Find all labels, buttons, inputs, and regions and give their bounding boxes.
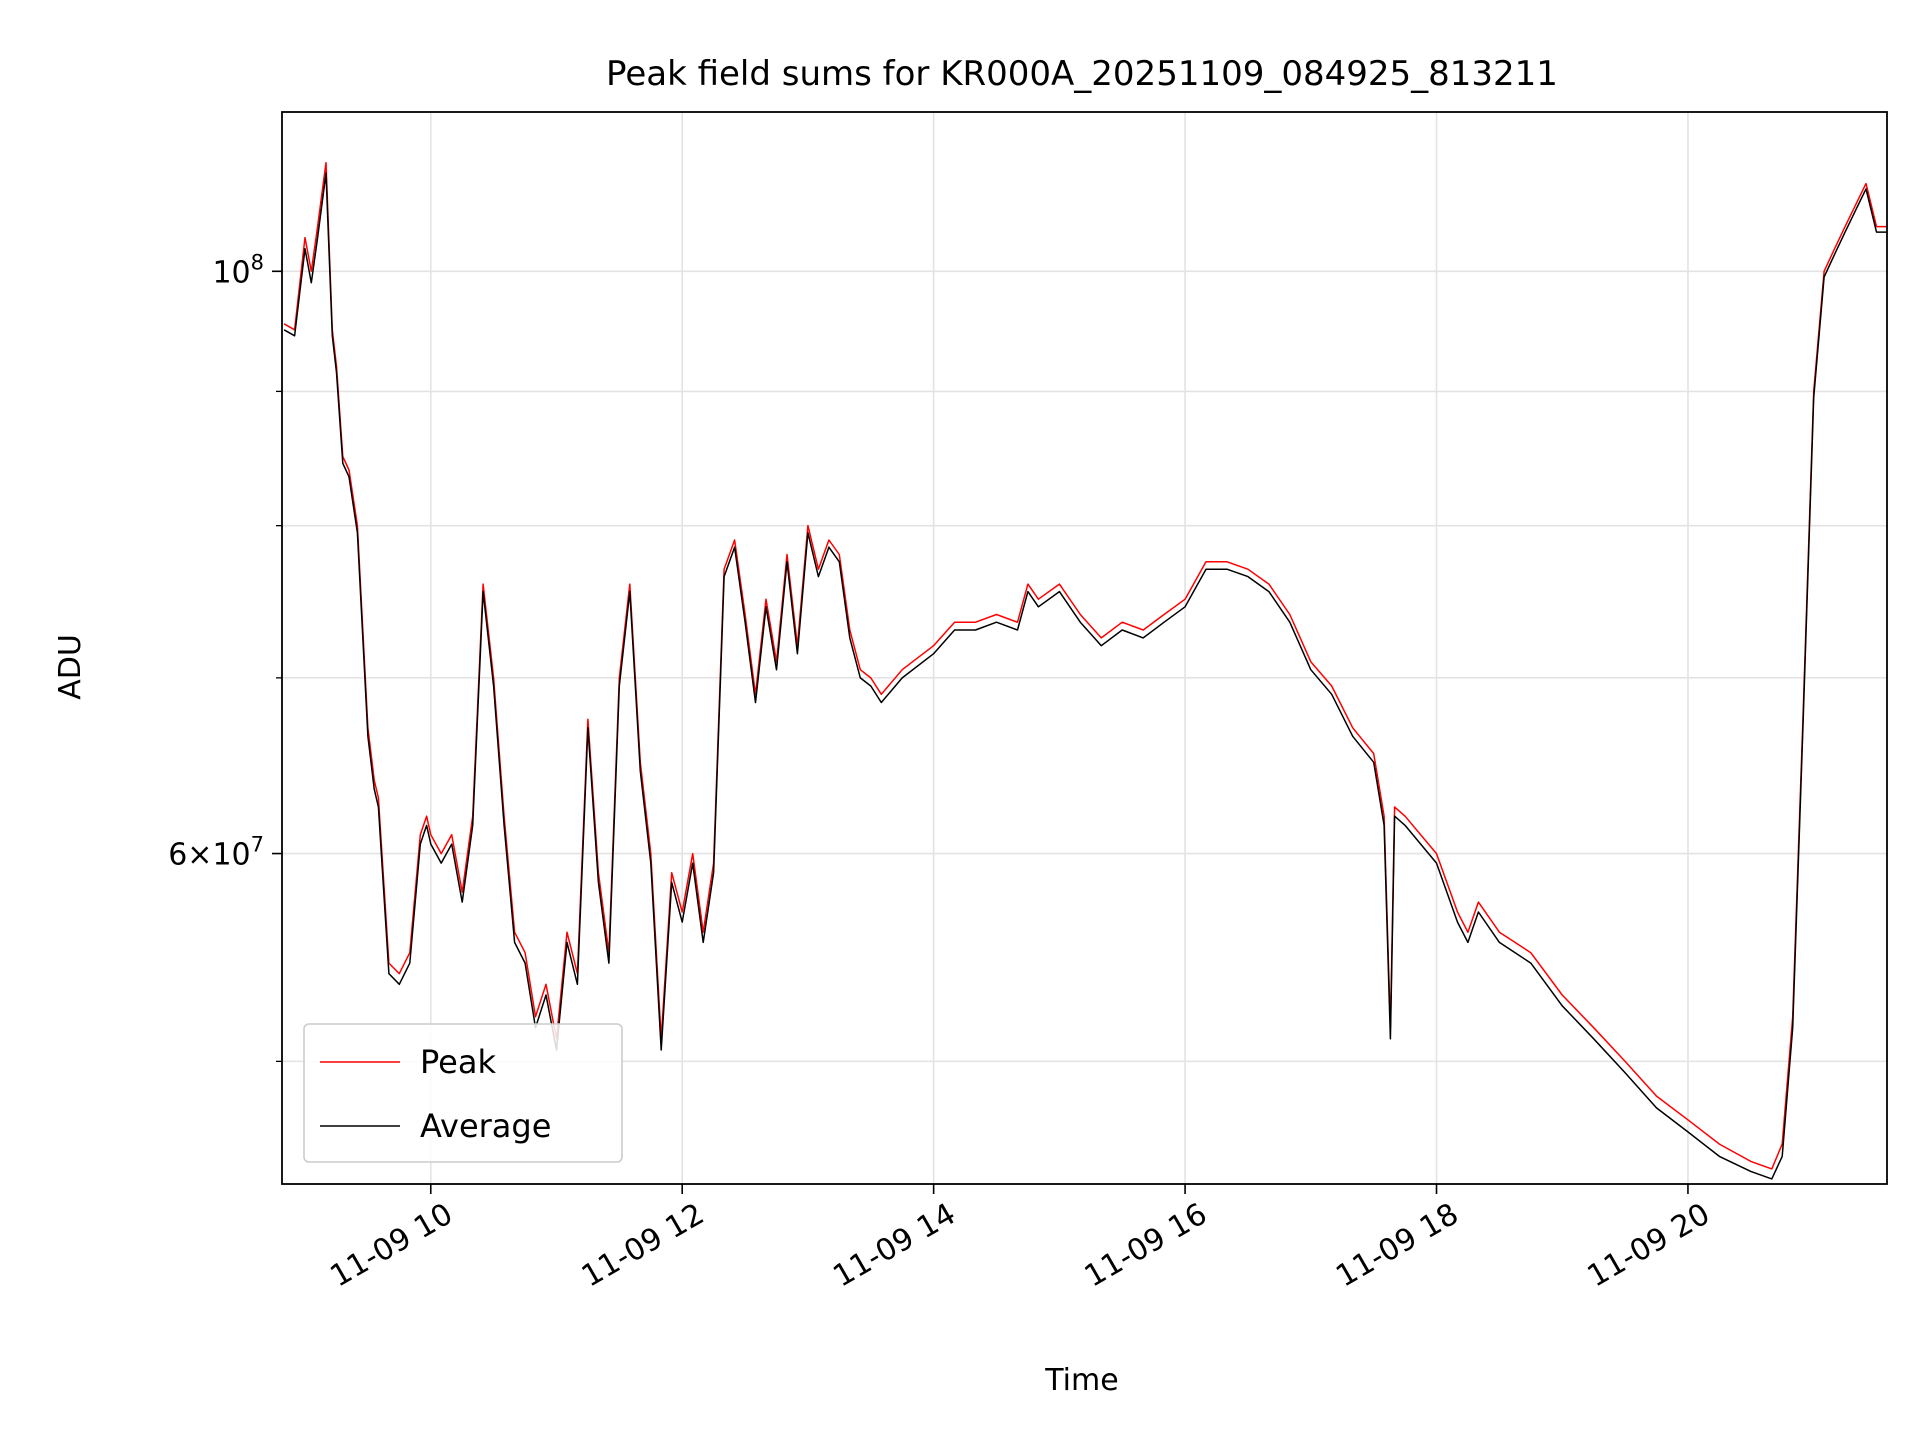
series-line-peak [283,161,1887,1170]
plot-frame [281,111,1888,1185]
y-tick-label: 108 [212,250,264,290]
legend-label-peak: Peak [420,1043,496,1081]
y-axis-label: ADU [53,634,88,700]
x-axis-label: Time [1044,1363,1118,1398]
y-tick-label: 6×107 [168,833,264,873]
chart-title: Peak field sums for KR000A_20251109_0849… [606,54,1558,94]
series-layer [283,161,1887,1180]
series-line-average [283,172,1887,1180]
legend-box [303,1023,623,1163]
grid-lines [282,112,1887,1184]
legend-label-average: Average [420,1107,551,1145]
legend: Peak Average [303,1023,623,1163]
y-axis: 108 6×107 [168,250,282,1063]
